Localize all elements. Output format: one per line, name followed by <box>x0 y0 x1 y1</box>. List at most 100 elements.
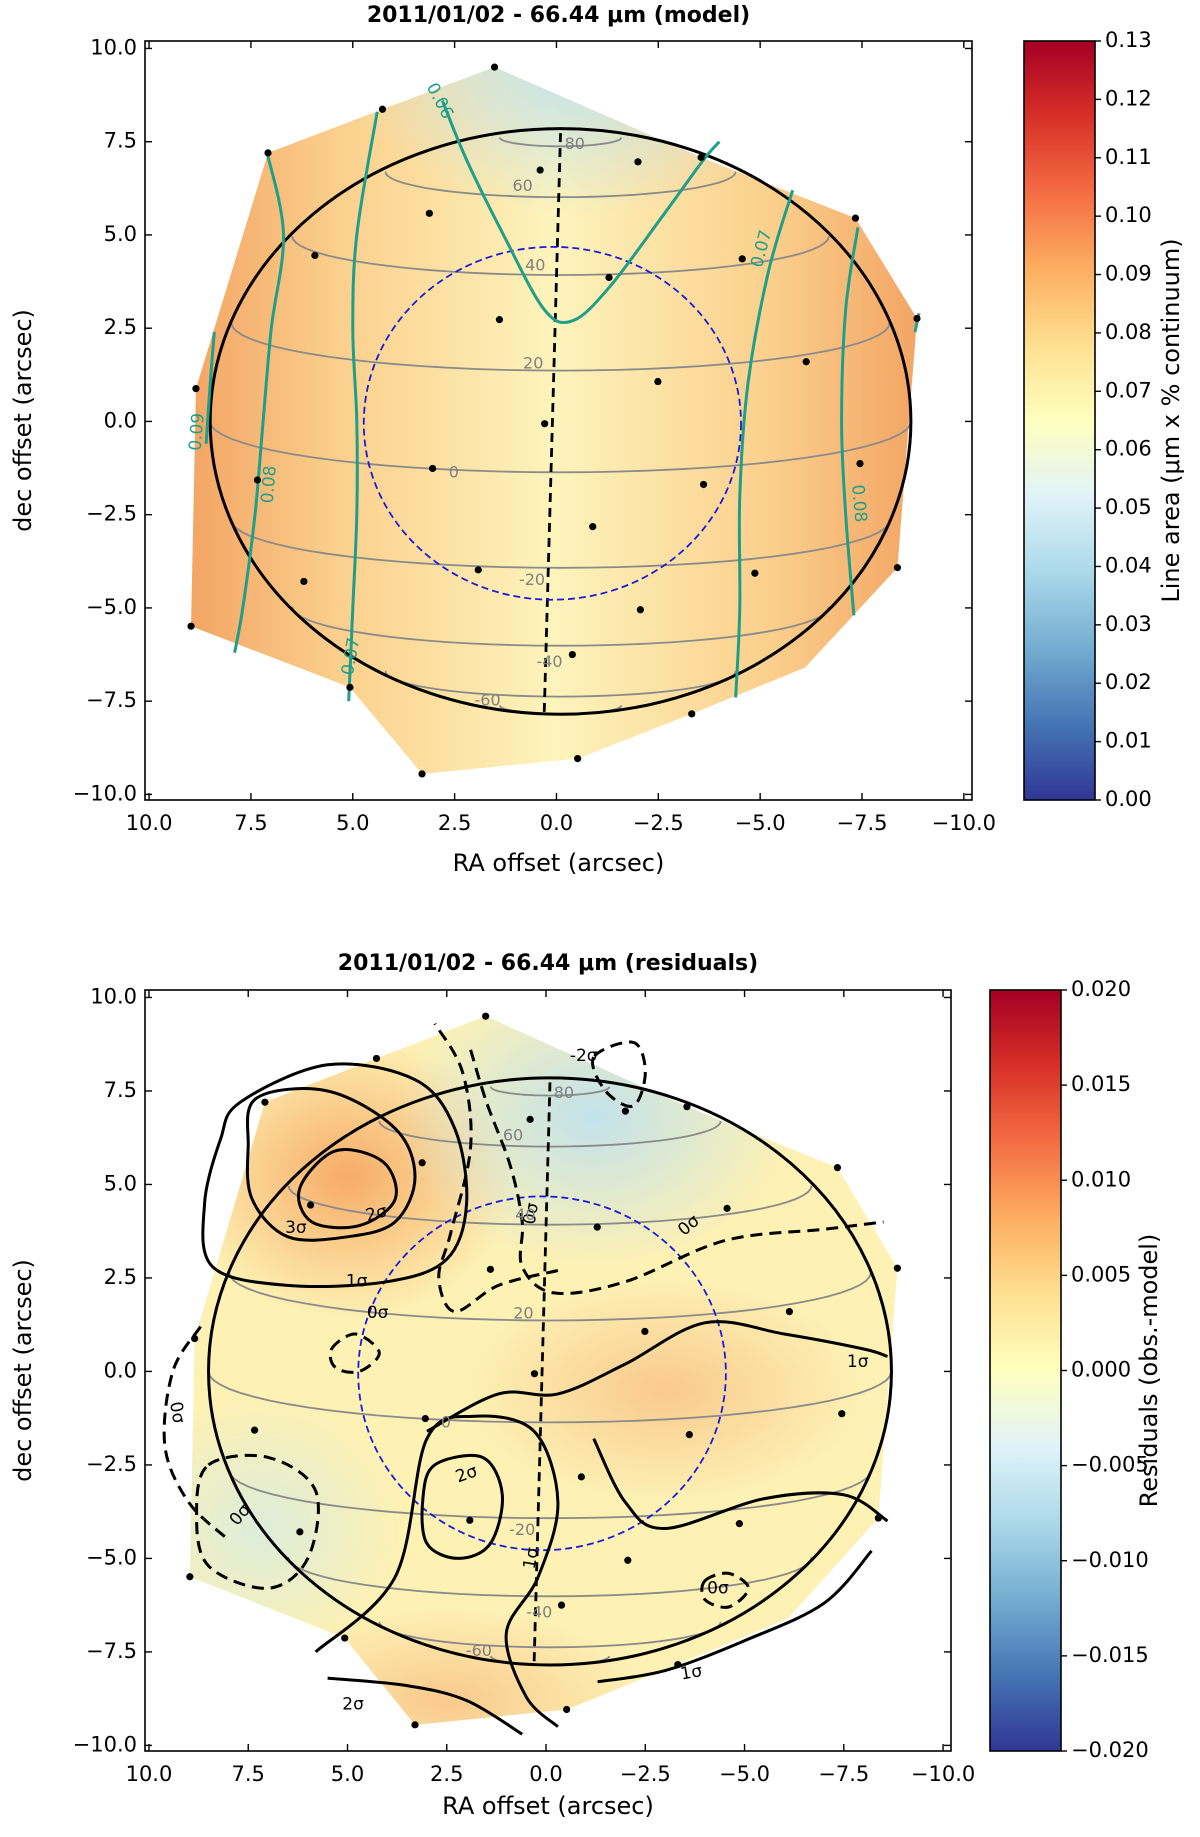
x-tick-label: −7.5 <box>837 811 888 835</box>
contour-label: 2σ <box>342 1694 364 1714</box>
sample-point <box>785 1308 794 1316</box>
contour-line <box>592 1438 889 1531</box>
contour-line <box>327 1676 523 1736</box>
latitude-line <box>291 606 830 647</box>
contour-line <box>469 1049 884 1295</box>
chart-title: 2011/01/02 - 66.44 μm (model) <box>367 3 750 28</box>
contour-line <box>245 1087 417 1242</box>
colorbar-tick-label: 0.08 <box>1105 320 1152 344</box>
contour-label: -2σ <box>570 1046 598 1066</box>
sample-point <box>418 770 426 778</box>
y-tick-label: −7.5 <box>86 1639 137 1663</box>
colorbar-tick-label: 0.02 <box>1105 670 1152 694</box>
sample-point <box>300 577 308 586</box>
colorbar-tick-label: 0.11 <box>1105 145 1152 169</box>
x-tick-label: 7.5 <box>232 1762 265 1786</box>
central-meridian <box>542 133 562 713</box>
colorbar-tick-label: −0.010 <box>1071 1548 1149 1572</box>
colorbar-tick-label: 0.06 <box>1105 437 1152 461</box>
colorbar-tick-label: 0.010 <box>1071 1167 1131 1191</box>
x-tick-label: −5.0 <box>735 811 786 835</box>
sample-point <box>641 1327 649 1336</box>
axes-frame <box>144 989 952 1752</box>
sample-point <box>621 1107 630 1115</box>
latitude-line <box>489 1086 611 1097</box>
y-axis-label: dec offset (arcsec) <box>9 309 37 532</box>
y-tick-label: 0.0 <box>104 408 137 432</box>
latitude-label: 60 <box>512 176 532 195</box>
latitude-label: 40 <box>525 255 545 274</box>
sample-point <box>186 1573 194 1581</box>
y-axis-label: dec offset (arcsec) <box>9 1259 37 1482</box>
sample-point <box>893 564 902 572</box>
shading <box>191 67 918 774</box>
colorbar-tick-label: −0.020 <box>1071 1738 1149 1762</box>
beam-circle <box>362 245 742 601</box>
sample-point <box>411 1721 419 1729</box>
x-axis-label: RA offset (arcsec) <box>453 849 665 877</box>
sample-point <box>482 1012 490 1020</box>
sample-point <box>530 1370 539 1378</box>
x-tick-label: 10.0 <box>126 1762 173 1786</box>
axes-frame <box>144 40 973 801</box>
latitude-label: -20 <box>519 570 545 589</box>
colorbar-tick-label: 0.07 <box>1105 378 1152 402</box>
planet-limb <box>208 127 913 716</box>
latitude-label: 20 <box>513 1303 533 1322</box>
colorbar-tick-label: 0.05 <box>1105 495 1152 519</box>
latitude-line <box>287 1185 813 1226</box>
colorbar-label: Residuals (obs.-model) <box>1135 1234 1163 1508</box>
contour-line <box>297 1148 398 1230</box>
x-tick-label: 2.5 <box>438 811 471 835</box>
planet-limb <box>207 1076 893 1667</box>
sample-point <box>838 1410 846 1418</box>
latitude-label: -40 <box>526 1603 552 1622</box>
y-tick-label: 5.0 <box>104 222 137 246</box>
colorbar-tick-label: 0.01 <box>1105 729 1152 753</box>
sample-point <box>253 476 262 484</box>
latitude-label: 80 <box>565 134 585 153</box>
contour-label: 0σ <box>165 1400 188 1425</box>
latitude-line <box>498 137 623 148</box>
colorbar-tick-label: 0.03 <box>1105 612 1152 636</box>
sample-point <box>495 316 504 324</box>
x-tick-label: −2.5 <box>633 811 684 835</box>
sample-point <box>654 377 662 386</box>
contour-line <box>591 1040 647 1108</box>
sample-point <box>735 1520 743 1528</box>
y-tick-label: 10.0 <box>90 984 137 1008</box>
sample-point <box>723 1204 731 1212</box>
contour-line <box>233 152 286 653</box>
contour-line <box>441 100 721 325</box>
contour-line <box>426 1320 888 1433</box>
latitude-label: 60 <box>503 1125 523 1144</box>
beam-circle <box>357 1195 727 1552</box>
x-tick-label: 0.0 <box>529 1762 562 1786</box>
latitude-line <box>228 1272 872 1322</box>
y-tick-label: −10.0 <box>73 781 137 805</box>
sample-point <box>683 1103 691 1111</box>
contour-line <box>840 227 860 616</box>
sample-point <box>429 464 437 473</box>
contour-label: 1σ <box>520 1546 543 1571</box>
sample-point <box>466 1516 474 1524</box>
contour-line <box>201 1062 469 1289</box>
sample-point <box>593 1223 601 1231</box>
y-tick-label: −2.5 <box>86 502 137 526</box>
x-tick-label: 5.0 <box>331 1762 364 1786</box>
sample-point <box>490 63 499 71</box>
contour-line <box>195 1453 320 1590</box>
contour-label: 1σ <box>679 1661 704 1684</box>
y-tick-label: −5.0 <box>86 1545 137 1569</box>
sample-point <box>856 459 864 468</box>
sample-point <box>605 273 613 282</box>
x-tick-label: 0.0 <box>540 811 573 835</box>
sample-point <box>893 1264 901 1272</box>
x-tick-label: −5.0 <box>719 1762 770 1786</box>
sample-point <box>250 1426 259 1434</box>
contour-line <box>700 1571 751 1609</box>
latitude-line <box>287 1557 813 1598</box>
x-tick-label: −2.5 <box>620 1762 671 1786</box>
